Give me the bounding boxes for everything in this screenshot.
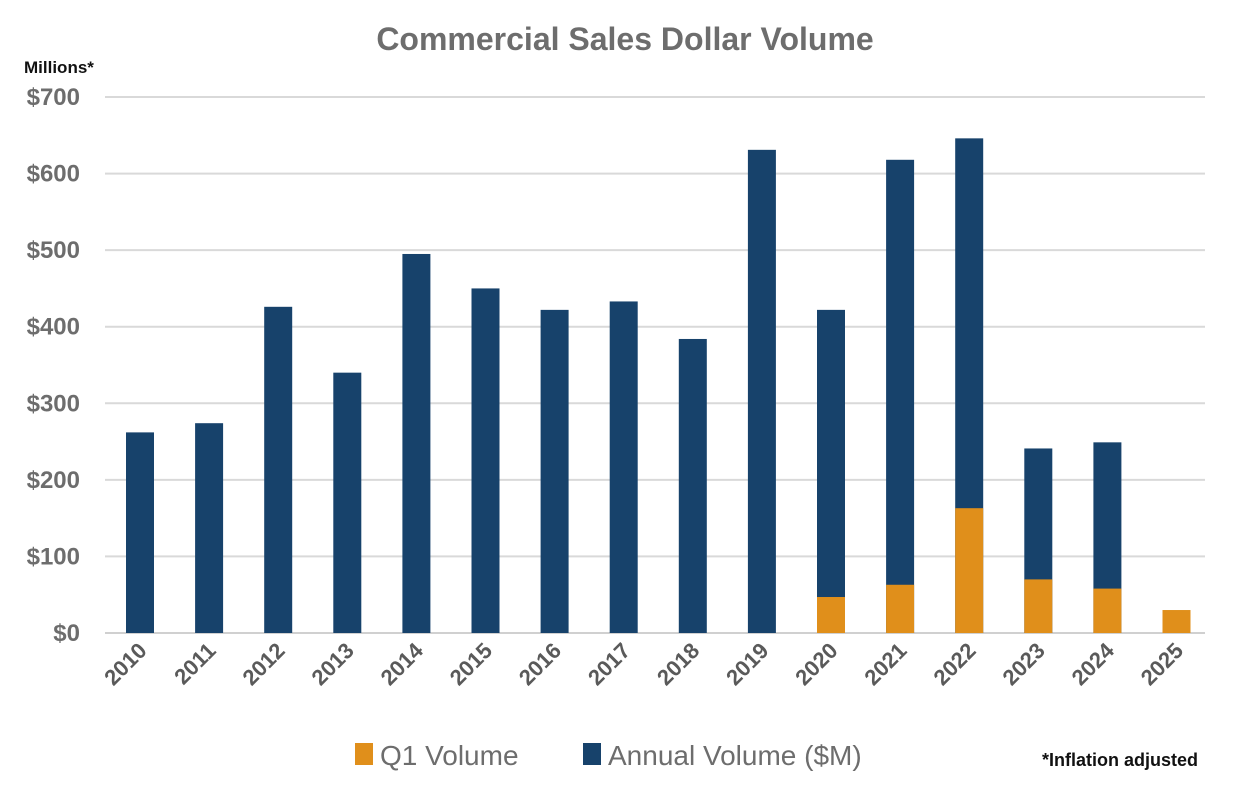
bar-q1-volume — [1162, 610, 1191, 633]
y-tick-label: $100 — [27, 543, 80, 570]
y-axis-unit-label: Millions* — [24, 58, 94, 77]
x-tick-label: 2018 — [652, 638, 704, 690]
x-tick-label: 2012 — [237, 638, 289, 690]
x-tick-label: 2010 — [99, 638, 151, 690]
y-tick-label: $400 — [27, 314, 80, 341]
chart-title: Commercial Sales Dollar Volume — [376, 21, 873, 57]
legend-swatch — [583, 743, 601, 765]
x-tick-label: 2015 — [445, 638, 497, 690]
y-tick-label: $200 — [27, 467, 80, 494]
x-tick-label: 2025 — [1136, 638, 1188, 690]
bar-annual-volume — [678, 338, 707, 633]
bar-annual-volume — [333, 372, 362, 633]
bar-annual-volume — [540, 309, 569, 633]
bar-q1-volume — [886, 584, 915, 633]
bars — [126, 138, 1191, 633]
y-tick-label: $700 — [27, 84, 80, 111]
bar-q1-volume — [1093, 588, 1122, 633]
bar-q1-volume — [817, 597, 845, 633]
legend: Q1 Volume Annual Volume ($M) — [355, 740, 862, 771]
x-tick-label: 2011 — [169, 638, 220, 689]
bar-annual-volume — [609, 301, 638, 633]
x-tick-label: 2022 — [928, 638, 980, 690]
bar-q1-volume — [955, 508, 984, 633]
y-tick-label: $500 — [27, 237, 80, 264]
y-axis-ticks: $0 $100 $200 $300 $400 $500 $600 $700 — [27, 84, 80, 647]
x-tick-label: 2020 — [790, 638, 842, 690]
footnote: *Inflation adjusted — [1042, 750, 1198, 770]
bar-annual-volume — [264, 306, 293, 633]
bar-q1-volume — [1024, 579, 1053, 633]
x-axis-ticks: 2010 2011 2012 2013 2014 2015 2016 2017 2018 2019… — [99, 637, 1188, 690]
x-tick-label: 2024 — [1067, 637, 1120, 690]
bar-annual-volume — [471, 288, 500, 633]
bar-annual-volume — [747, 149, 776, 633]
y-tick-label: $300 — [27, 390, 80, 417]
legend-label: Q1 Volume — [380, 740, 519, 771]
bar-annual-volume — [817, 309, 845, 633]
x-tick-label: 2019 — [721, 638, 773, 690]
bar-annual-volume — [402, 253, 431, 633]
y-tick-label: $600 — [27, 161, 80, 188]
x-tick-label: 2016 — [514, 638, 566, 690]
x-tick-label: 2014 — [376, 637, 429, 690]
x-tick-label: 2023 — [998, 638, 1050, 690]
bar-annual-volume — [195, 423, 224, 633]
x-tick-label: 2021 — [859, 638, 911, 690]
bar-annual-volume — [886, 159, 915, 633]
bar-annual-volume — [126, 432, 154, 633]
x-tick-label: 2017 — [583, 638, 635, 690]
x-tick-label: 2013 — [307, 638, 359, 690]
legend-label: Annual Volume ($M) — [608, 740, 862, 771]
legend-swatch — [355, 743, 373, 765]
y-tick-label: $0 — [53, 620, 80, 647]
